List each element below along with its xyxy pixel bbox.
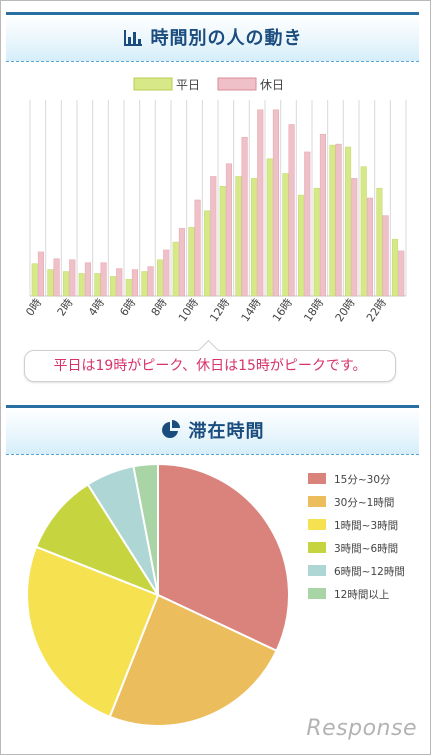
bar [282,173,289,297]
x-tick-label: 14時 [239,296,264,324]
x-tick-label: 6時 [117,296,138,318]
bar [219,185,226,297]
bar [172,241,179,297]
bar [94,273,101,297]
pie-slice [132,462,159,596]
pie-legend-label: 6時間~12時間 [334,566,405,578]
x-tick-label: 16時 [270,296,295,324]
bar [345,146,352,297]
bar [147,266,154,297]
bar [225,163,232,297]
bar [78,273,85,297]
bar [131,269,138,297]
bar [163,249,170,297]
callout-text: 平日は19時がピーク、休日は15時がピークです。 [53,358,367,374]
x-tick-label: 10時 [176,296,201,324]
x-tick-label: 8時 [149,296,170,318]
pie-legend-label: 1時間~3時間 [334,520,398,532]
section-title-hourly: 時間別の人の動き [150,28,303,49]
x-tick-label: 22時 [364,296,389,324]
section-header-stay: 滞在時間 [6,405,419,455]
pie-slice [108,593,278,727]
bar [100,262,107,297]
bar [47,269,54,297]
bar [313,187,320,297]
pie-slice [26,545,160,719]
bar [376,187,383,297]
bar [288,124,295,297]
bar [69,259,76,297]
pie-legend-swatch [308,588,326,599]
stay-chart-panel: 15分~30分 30分~1時間 1時間~3時間 3時間~6時間 6時間~12時間 12時間… [6,455,419,745]
bar [110,276,117,297]
bar-chart-icon [123,30,142,46]
bar [335,143,342,297]
bar [366,197,373,297]
bar [329,144,336,297]
hourly-chart-panel: 平日 休日 0時 2時 4時 6時 8時 10時 12時 14時 16時 18時 20時 22時 平日は1… [6,62,419,400]
pie-legend-swatch [308,565,326,576]
bar [235,176,242,297]
bar [63,271,70,297]
bar [272,109,279,297]
bar [204,210,211,297]
bar [382,215,389,297]
bar [304,151,311,297]
bar [31,263,38,297]
bar [398,250,405,297]
bar [266,158,273,297]
section-title-stay: 滞在時間 [188,421,265,442]
legend-label: 平日 [176,78,200,92]
bar [360,166,367,297]
pie-legend-label: 3時間~6時間 [334,543,398,555]
x-tick-label: 18時 [301,296,326,324]
bar [241,136,248,297]
pie-legend-swatch [308,473,326,484]
pie-legend-swatch [308,496,326,507]
x-tick-label: 2時 [55,296,76,318]
pie-legend-swatch [308,542,326,553]
hourly-bar-chart: 平日 休日 0時 2時 4時 6時 8時 10時 12時 14時 16時 18時 20時 22時 [23,77,407,324]
bar [141,271,148,297]
bar [84,262,91,297]
bar [210,176,217,297]
legend-label: 休日 [260,78,284,92]
pie-slice [34,483,161,598]
pie-legend-label: 15分~30分 [334,474,391,486]
bar [116,268,123,297]
bar [351,178,358,297]
pie-legend-swatch [308,519,326,530]
legend-swatch [217,77,257,91]
bar [392,238,399,297]
pie-slice [157,462,290,653]
x-tick-label: 4時 [86,296,107,318]
x-tick-label: 20時 [333,296,358,324]
bar [257,109,264,297]
pie-chart-icon [161,420,180,438]
section-header-hourly: 時間別の人の動き [6,12,419,62]
bar [37,251,44,297]
peak-callout: 平日は19時がピーク、休日は15時がピークです。 [24,339,396,382]
response-watermark: Response [306,716,417,741]
x-tick-label: 12時 [207,296,232,324]
bar [298,194,305,297]
x-tick-label: 0時 [23,296,44,318]
bar [188,227,195,297]
bar [251,178,258,297]
stay-pie-chart: 15分~30分 30分~1時間 1時間~3時間 3時間~6時間 6時間~12時間 12時間… [26,462,405,727]
bar [319,134,326,297]
bar [194,199,201,297]
bar [178,228,185,297]
bar [157,259,164,297]
legend-swatch [133,77,173,91]
pie-legend-label: 12時間以上 [334,589,389,601]
bar [125,279,132,297]
bar [53,258,60,297]
pie-legend-label: 30分~1時間 [334,497,394,509]
